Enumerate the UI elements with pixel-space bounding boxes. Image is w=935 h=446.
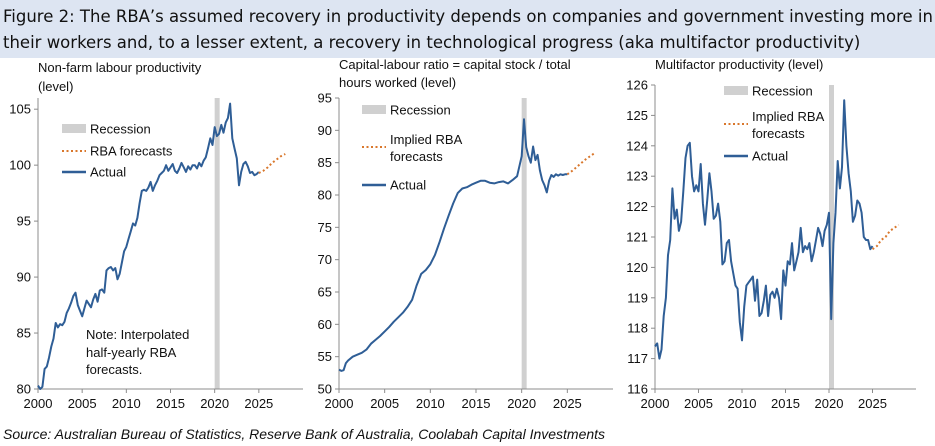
chart3-legend-recession-swatch xyxy=(724,86,748,95)
chart1-x-tick-label: 2000 xyxy=(24,396,53,411)
chart1-note-line-3: forecasts. xyxy=(86,362,142,377)
chart2-y-tick-label: 50 xyxy=(318,382,332,397)
chart1-note-line-1: Note: Interpolated xyxy=(86,327,189,342)
chart1-legend-recession-label: Recession xyxy=(90,122,151,137)
chart2-x-tick-label: 2020 xyxy=(507,396,536,411)
chart2-x-tick-label: 2015 xyxy=(462,396,491,411)
chart3-y-tick-label: 117 xyxy=(627,351,648,366)
chart1-x-tick-label: 2025 xyxy=(244,396,273,411)
chart1-actual-line xyxy=(37,102,260,390)
chart1-forecast-line xyxy=(258,153,286,174)
chart1-x-tick-label: 2020 xyxy=(200,396,229,411)
chart2-y-tick-label: 70 xyxy=(318,252,332,267)
chart3-y-tick-label: 124 xyxy=(626,138,648,153)
chart1-y-tick-label: 90 xyxy=(17,270,31,285)
chart3-recession-band xyxy=(829,85,834,389)
chart2-legend-actual-label: Actual xyxy=(390,178,426,193)
chart3-x-tick-label: 2015 xyxy=(771,396,800,411)
chart2-x-tick-label: 2025 xyxy=(553,396,582,411)
chart1-title-line-2: (level) xyxy=(38,79,73,94)
chart1-note-line-2: half-yearly RBA xyxy=(86,345,177,360)
chart2-y-tick-label: 65 xyxy=(318,285,332,300)
chart2-x-tick-label: 2010 xyxy=(416,396,445,411)
chart2-x-tick-label: 2000 xyxy=(325,396,354,411)
chart3-legend-recession-label: Recession xyxy=(752,84,813,99)
chart1-y-tick-label: 100 xyxy=(9,158,31,173)
chart3-x-tick-label: 2005 xyxy=(684,396,713,411)
chart1-recession-band xyxy=(214,98,220,389)
chart2-y-tick-label: 55 xyxy=(318,349,332,364)
chart1-y-tick-label: 95 xyxy=(17,214,31,229)
chart3-y-tick-label: 119 xyxy=(627,290,648,305)
chart2-forecast-line xyxy=(566,152,596,176)
chart3-y-tick-label: 120 xyxy=(626,260,648,275)
chart3-x-tick-label: 2000 xyxy=(641,396,670,411)
chart3-x-tick-label: 2010 xyxy=(728,396,757,411)
chart2-recession-band xyxy=(521,98,527,389)
chart3-forecast-line xyxy=(871,223,900,251)
chart3-legend-actual-label: Actual xyxy=(752,149,788,164)
chart2-title-line-2: hours worked (level) xyxy=(339,75,456,90)
chart1-x-tick-label: 2015 xyxy=(156,396,185,411)
chart3-y-tick-label: 122 xyxy=(626,199,648,214)
chart1-y-tick-label: 85 xyxy=(17,326,31,341)
chart1-x-tick-label: 2005 xyxy=(68,396,97,411)
chart2-y-tick-label: 75 xyxy=(318,220,332,235)
chart3-y-tick-label: 125 xyxy=(626,108,648,123)
chart3-x-tick-label: 2020 xyxy=(815,396,844,411)
chart2-legend-forecast-label-line-2: forecasts xyxy=(390,149,443,164)
chart1-x-tick-label: 2010 xyxy=(112,396,141,411)
title-band xyxy=(0,0,935,58)
chart3-legend-forecast-label-line-1: Implied RBA xyxy=(752,109,825,124)
chart3-actual-line xyxy=(654,99,874,360)
chart1-y-tick-label: 105 xyxy=(9,102,31,117)
chart1-legend-forecast-label: RBA forecasts xyxy=(90,144,173,159)
chart1-legend-recession-swatch xyxy=(62,124,86,133)
chart3-title-line-1: Multifactor productivity (level) xyxy=(655,57,823,72)
figure-title-line-2: their workers and, to a lesser extent, a… xyxy=(3,33,861,52)
chart2-y-tick-label: 85 xyxy=(318,155,332,170)
chart1-legend-actual-label: Actual xyxy=(90,165,126,180)
chart3-y-tick-label: 116 xyxy=(627,382,648,397)
chart3-x-tick-label: 2025 xyxy=(858,396,887,411)
chart2-legend-recession-label: Recession xyxy=(390,103,451,118)
chart3-legend-forecast-label-line-2: forecasts xyxy=(752,126,805,141)
chart2-y-tick-label: 95 xyxy=(318,91,332,106)
chart2-y-tick-label: 90 xyxy=(318,123,332,138)
chart3-y-tick-label: 121 xyxy=(626,230,648,245)
chart2-y-tick-label: 60 xyxy=(318,317,332,332)
chart3-y-tick-label: 118 xyxy=(627,321,648,336)
chart2-x-tick-label: 2005 xyxy=(370,396,399,411)
chart1-y-tick-label: 80 xyxy=(17,382,31,397)
chart1-title-line-1: Non-farm labour productivity xyxy=(38,60,202,75)
chart2-title-line-1: Capital-labour ratio = capital stock / t… xyxy=(339,57,571,72)
chart2-legend-forecast-label-line-1: Implied RBA xyxy=(390,132,463,147)
chart2-actual-line xyxy=(338,118,568,372)
chart2-y-tick-label: 80 xyxy=(318,188,332,203)
figure-title-line-1: Figure 2: The RBA’s assumed recovery in … xyxy=(3,7,933,26)
chart3-y-tick-label: 126 xyxy=(626,78,648,93)
chart2-legend-recession-swatch xyxy=(362,105,386,114)
source-note: Source: Australian Bureau of Statistics,… xyxy=(3,426,606,442)
chart3-y-tick-label: 123 xyxy=(626,169,648,184)
